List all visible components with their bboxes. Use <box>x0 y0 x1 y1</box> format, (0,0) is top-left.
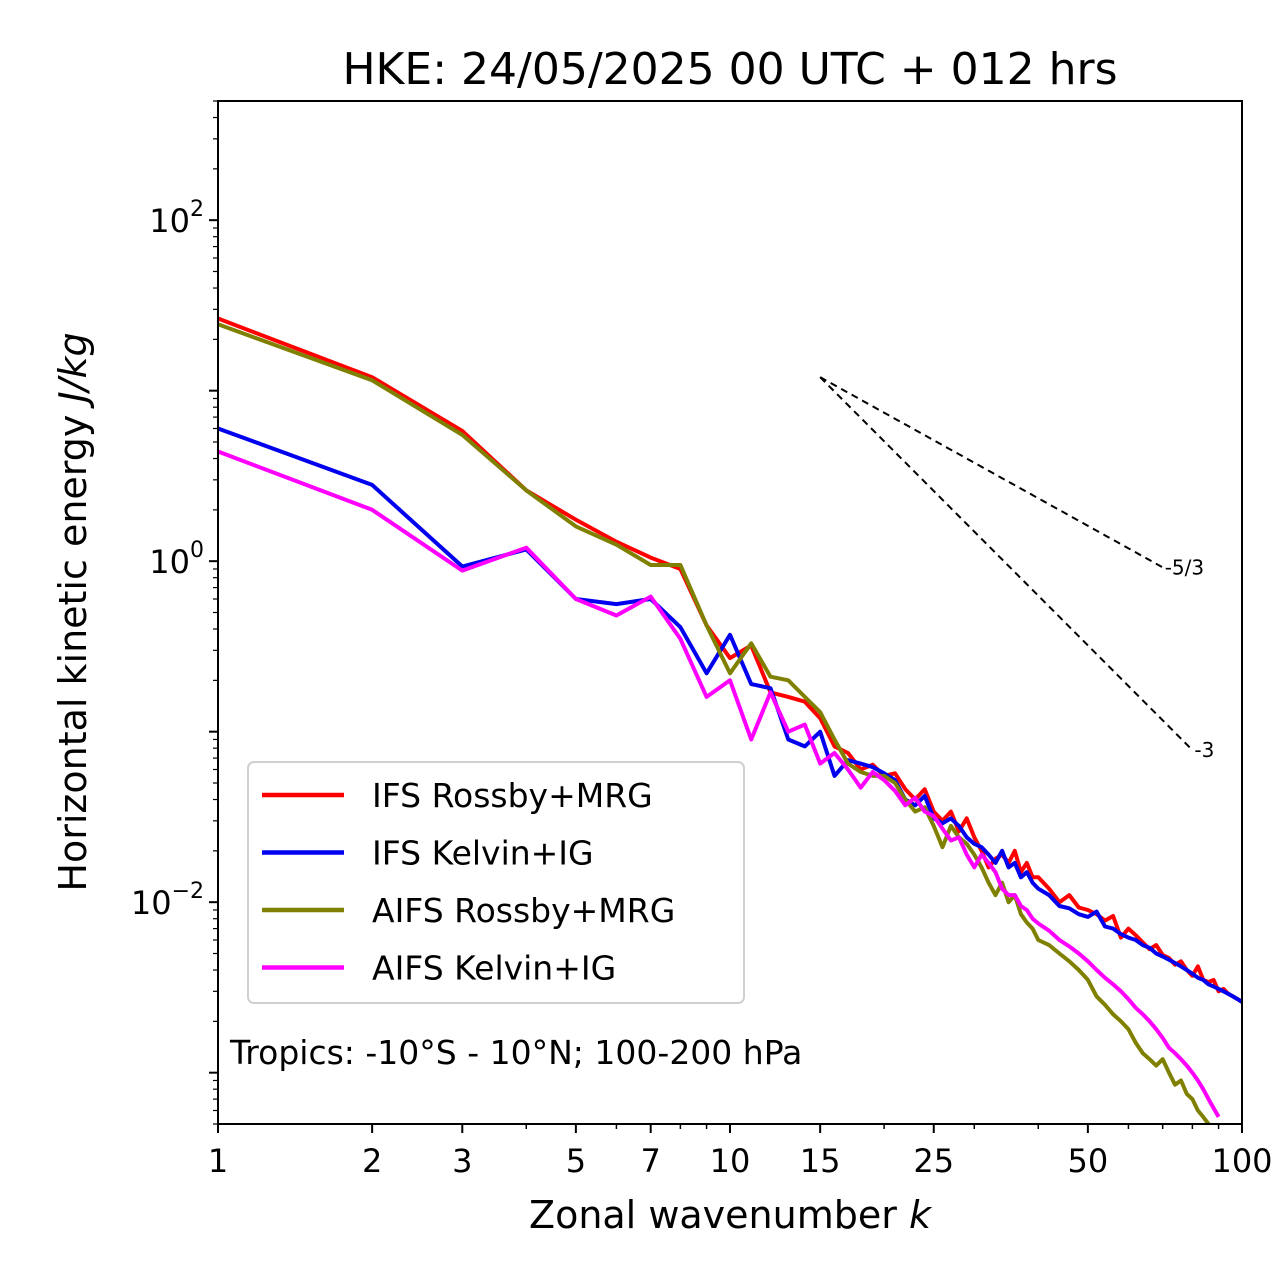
y-axis-label-text: Horizontal kinetic energy <box>51 415 95 892</box>
x-tick-label: 7 <box>641 1142 661 1180</box>
x-axis-label-text: Zonal wavenumber <box>529 1193 897 1237</box>
legend-frame <box>247 761 745 1004</box>
legend-label-1: IFS Rossby+MRG <box>372 776 653 815</box>
legend-label-4: AIFS Kelvin+IG <box>372 949 616 988</box>
series-line-4 <box>218 449 1221 1118</box>
x-axis-label-symbol: k <box>909 1193 933 1237</box>
legend: IFS Rossby+MRG IFS Kelvin+IG AIFS Rossby+M… <box>247 761 745 1004</box>
x-tick-label: 1 <box>208 1142 228 1180</box>
x-axis-label: Zonal wavenumber k <box>529 1193 933 1237</box>
y-tick-label: 100 <box>149 538 204 581</box>
series-line-3 <box>218 322 1211 1124</box>
y-tick-label: 102 <box>149 197 204 240</box>
y-tick-label: 10−2 <box>131 879 204 922</box>
x-tick-label: 2 <box>362 1142 382 1180</box>
reference-slope-line-1 <box>819 376 1164 569</box>
series-line-1 <box>218 316 1242 1004</box>
reference-slope-line-2 <box>819 376 1194 751</box>
x-tick-label: 15 <box>800 1142 841 1180</box>
legend-label-3: AIFS Rossby+MRG <box>372 891 675 930</box>
x-tick-label: 10 <box>710 1142 751 1180</box>
reference-slope-label-2: -3 <box>1194 738 1214 762</box>
legend-label-2: IFS Kelvin+IG <box>372 834 594 873</box>
plot-area-frame <box>217 100 1243 1125</box>
y-axis-label-unit: J/kg <box>51 332 95 409</box>
x-tick-label: 3 <box>452 1142 472 1180</box>
x-tick-label: 50 <box>1068 1142 1109 1180</box>
reference-slope-label-1: -5/3 <box>1165 555 1204 579</box>
x-tick-label: 100 <box>1211 1142 1272 1180</box>
region-annotation: Tropics: -10°S - 10°N; 100-200 hPa <box>229 1033 802 1072</box>
x-tick-label: 25 <box>913 1142 954 1180</box>
x-tick-label: 5 <box>566 1142 586 1180</box>
chart-title: HKE: 24/05/2025 00 UTC + 012 hrs <box>342 44 1117 95</box>
y-axis-label: Horizontal kinetic energy J/kg <box>51 332 95 891</box>
